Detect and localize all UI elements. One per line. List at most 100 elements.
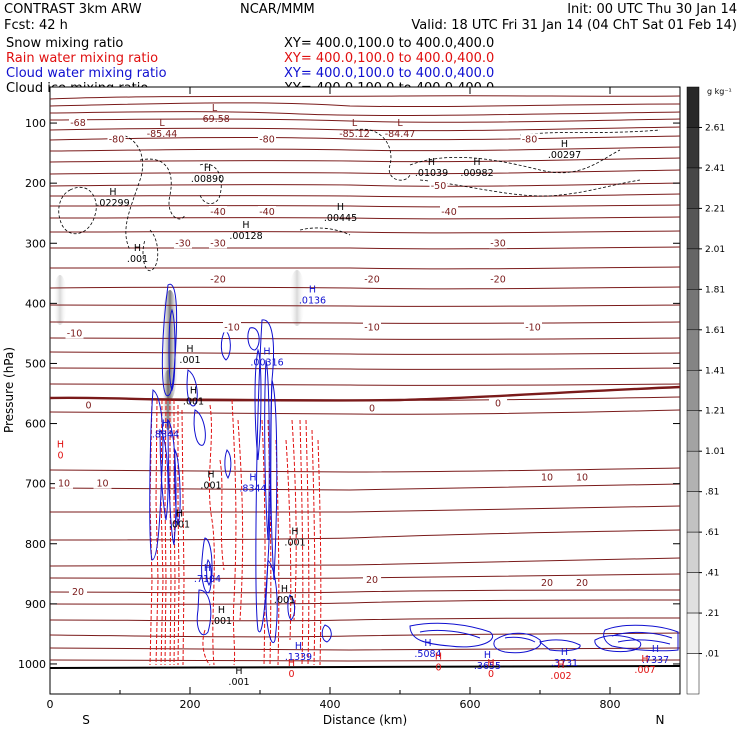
extremum-value: .0136 xyxy=(299,296,326,307)
temperature-contours xyxy=(50,95,680,662)
extremum-value: 0 xyxy=(435,663,441,674)
temperature-contour-label: -10 xyxy=(525,322,541,333)
colorbar-level-label: 1.01 xyxy=(705,447,725,457)
freezing-level-contour xyxy=(50,385,680,402)
extremum-marker: H xyxy=(134,243,141,254)
extremum-value: .007 xyxy=(634,665,655,676)
colorbar-level-label: .41 xyxy=(705,569,719,579)
extremum-marker: H xyxy=(295,641,302,652)
extremum-marker: L xyxy=(397,118,403,129)
field-xy-snow: XY= 400.0,100.0 to 400.0,400.0 xyxy=(284,36,494,51)
extrema-labels: L-69.58L-85.44L-85.12L-84.47H.00297H.008… xyxy=(57,103,669,688)
colorbar-swatch xyxy=(686,410,700,452)
snow-plume-right xyxy=(289,270,305,326)
extremum-value: .001 xyxy=(284,538,305,549)
extremum-value: .00316 xyxy=(250,357,283,368)
colorbar-swatch xyxy=(686,531,700,573)
y-axis-label: Pressure (hPa) xyxy=(2,347,16,433)
colorbar-level-label: .21 xyxy=(705,609,719,619)
extremum-marker: H xyxy=(291,527,298,538)
extremum-value: .001 xyxy=(183,397,204,408)
temperature-label-bg xyxy=(174,237,192,249)
extremum-value: .001 xyxy=(200,481,221,492)
colorbar: g kg⁻¹ 2.61 2.41 2.21 2.01 1.81 1.61 1.41 1.21 1… xyxy=(686,86,732,695)
temperature-label-bg xyxy=(363,321,381,333)
field-name-cloud-water: Cloud water mixing ratio xyxy=(6,66,167,81)
extremum-value: .1339 xyxy=(285,652,312,663)
y-tick-label: 100 xyxy=(25,117,46,130)
colorbar-unit: g kg⁻¹ xyxy=(707,87,732,96)
extremum-value: .5084 xyxy=(414,649,441,660)
y-tick-label: 900 xyxy=(25,598,46,611)
temperature-contour-label: -20 xyxy=(490,274,506,285)
field-xy-rain: XY= 400.0,100.0 to 400.0,400.0 xyxy=(284,51,494,66)
temperature-label-bg xyxy=(258,133,276,145)
colorbar-swatch xyxy=(686,86,700,128)
temperature-contour-label: -40 xyxy=(210,207,226,218)
temperature-label-bg xyxy=(429,180,448,192)
colorbar-swatch xyxy=(686,248,700,290)
header-institution: NCAR/MMM xyxy=(240,2,315,17)
extremum-marker: H xyxy=(561,647,568,658)
colorbar-level-label: 1.21 xyxy=(705,407,725,417)
extremum-value: .001 xyxy=(274,595,295,606)
temperature-contour-label: 0 xyxy=(85,401,91,412)
extremum-value: .02299 xyxy=(96,198,129,209)
temperature-contour-label: -80 xyxy=(259,134,275,145)
extremum-value: .7104 xyxy=(194,574,221,585)
x-tick-label: 600 xyxy=(460,698,481,711)
temperature-contour-label: 20 xyxy=(541,578,553,589)
extremum-value: -84.47 xyxy=(385,129,416,140)
extremum-marker: H xyxy=(424,638,431,649)
extremum-marker: H xyxy=(207,470,214,481)
extremum-marker: H xyxy=(561,139,568,150)
extremum-value: .3655 xyxy=(474,661,501,672)
extremum-marker: H xyxy=(176,509,183,520)
x-axis-label: Distance (km) xyxy=(323,713,407,727)
header-valid-time: Valid: 18 UTC Fri 31 Jan 14 (04 ChT Sat … xyxy=(411,18,737,33)
temperature-contour-label: -80 xyxy=(522,134,538,145)
header-model-title: CONTRAST 3km ARW xyxy=(4,2,142,17)
extremum-value: .8344 xyxy=(152,430,179,441)
cloud-water-contours xyxy=(149,283,679,654)
temperature-label-bg xyxy=(223,321,241,333)
temperature-label-bg xyxy=(55,477,73,489)
extremum-value: 0 xyxy=(57,451,63,462)
temperature-label-bg xyxy=(209,237,227,249)
temperature-label-bg xyxy=(209,206,227,218)
temperature-label-bg xyxy=(489,237,507,249)
extremum-value: .002 xyxy=(550,671,571,682)
colorbar-level-label: 2.21 xyxy=(705,204,725,214)
temperature-contour-label: 10 xyxy=(576,473,588,484)
y-tick-label: 400 xyxy=(25,297,46,310)
y-tick-label: 800 xyxy=(25,538,46,551)
extremum-marker: H xyxy=(473,157,480,168)
field-name-snow: Snow mixing ratio xyxy=(6,36,123,51)
extremum-marker: L xyxy=(212,103,218,114)
extremum-value: -69.58 xyxy=(199,114,230,125)
extremum-value: .01039 xyxy=(415,168,448,179)
ground-surface xyxy=(50,665,680,669)
temperature-label-bg xyxy=(538,576,556,588)
temperature-label-bg xyxy=(79,399,98,411)
extremum-value: -85.44 xyxy=(147,129,178,140)
extremum-marker: H xyxy=(487,658,494,669)
y-tick-label: 1000 xyxy=(18,658,46,671)
temperature-contour-label: -30 xyxy=(210,238,226,249)
extremum-value: .00982 xyxy=(460,168,493,179)
colorbar-level-label: 2.01 xyxy=(705,245,725,255)
temperature-label-bg xyxy=(538,471,556,483)
colorbar-swatch xyxy=(686,491,700,533)
snow-plume-left xyxy=(53,275,67,325)
extremum-marker: H xyxy=(204,163,211,174)
x-tick-label: 400 xyxy=(320,698,341,711)
y-tick-label: 700 xyxy=(25,478,46,491)
temperature-contour-label: 20 xyxy=(72,587,84,598)
temperature-label-bg xyxy=(258,206,276,218)
y-tick-label: 200 xyxy=(25,177,46,190)
extremum-value: .00128 xyxy=(229,231,262,242)
colorbar-swatch xyxy=(686,289,700,331)
temperature-contour-label: 0 xyxy=(495,399,501,410)
